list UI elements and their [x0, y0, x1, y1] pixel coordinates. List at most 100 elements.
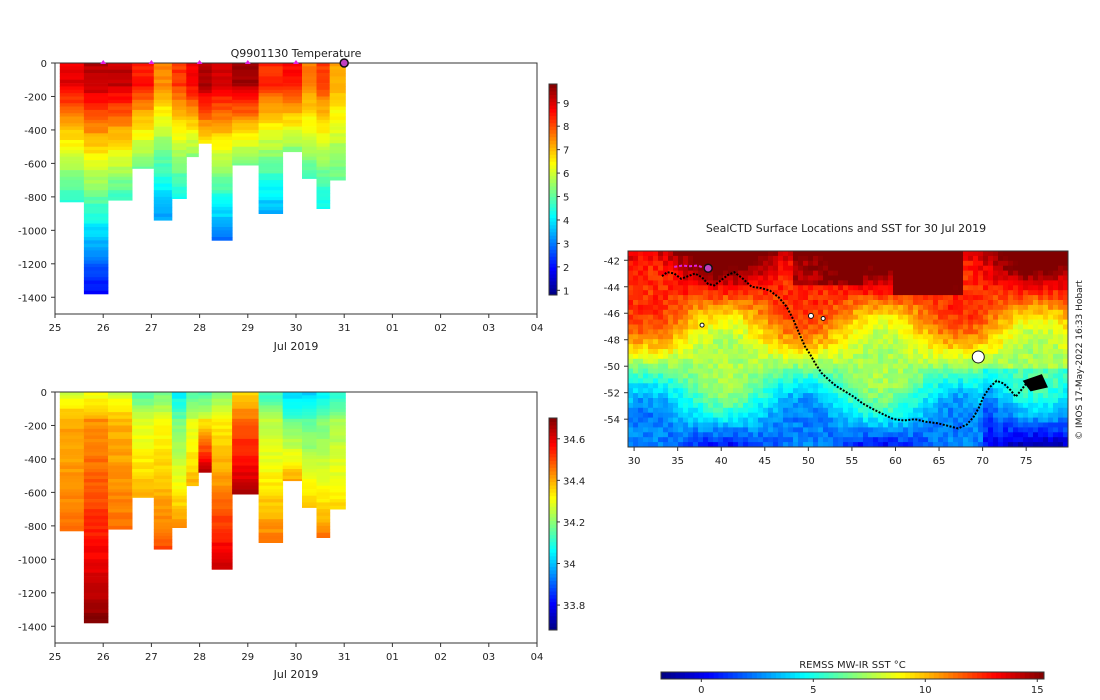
sst-cell: [878, 427, 884, 433]
sst-cell: [698, 265, 704, 271]
sst-cell: [1058, 324, 1064, 330]
profile-cell: [258, 180, 284, 184]
sst-cell: [708, 295, 714, 301]
sst-cell: [913, 412, 919, 418]
sst-cell: [728, 402, 734, 409]
profile-cell: [186, 475, 199, 480]
profile-cell: [83, 475, 109, 480]
profile-cell: [59, 93, 85, 97]
profile-cell: [186, 69, 199, 74]
sst-cell: [958, 407, 964, 414]
sst-cell: [918, 402, 924, 409]
sst-cell: [828, 373, 834, 379]
profile-cell: [59, 160, 85, 164]
sst-cell: [693, 314, 699, 320]
sst-cell: [818, 398, 824, 404]
sst-cell: [673, 319, 679, 325]
y-tick-label: -200: [24, 421, 47, 432]
sst-cell: [883, 349, 889, 355]
sst-cell: [873, 437, 879, 443]
profile-cell: [83, 438, 109, 443]
sst-cell: [978, 295, 984, 301]
profile-cell: [211, 99, 233, 104]
sst-cell: [803, 319, 809, 325]
profile-cell: [108, 96, 133, 101]
profile-cell: [59, 116, 85, 121]
profile-cell: [153, 96, 173, 101]
sst-cell: [738, 319, 744, 325]
sst-cell: [748, 398, 754, 404]
colorbar-segment: [549, 207, 557, 212]
sst-cell: [673, 412, 679, 418]
profile-cell: [59, 398, 85, 403]
sst-cell: [1008, 334, 1014, 340]
sst-cell: [848, 275, 854, 281]
profile-cell: [211, 163, 233, 168]
sst-cell: [918, 324, 924, 330]
sst-cell: [738, 265, 744, 271]
profile-cell: [329, 156, 346, 161]
sst-cell: [1013, 265, 1019, 271]
sst-cell: [768, 329, 774, 335]
sst-cell: [1053, 265, 1059, 271]
sst-cell: [878, 437, 884, 443]
profile-cell: [232, 452, 259, 456]
sst-cell: [963, 265, 969, 271]
sst-cell: [848, 300, 854, 306]
sst-cell: [783, 329, 789, 335]
colorbar-segment: [549, 594, 557, 599]
sst-cell: [828, 339, 834, 345]
sst-cell: [963, 358, 969, 365]
profile-cell: [83, 545, 109, 550]
sst-cell: [638, 251, 644, 257]
sst-cell: [803, 393, 809, 399]
sst-cell: [763, 255, 769, 262]
profile-cell: [108, 519, 133, 523]
profile-cell: [211, 203, 233, 208]
sst-cell: [988, 417, 994, 423]
sst-cell: [693, 304, 699, 311]
profile-cell: [211, 492, 233, 497]
profile-cell: [316, 472, 331, 476]
profile-cell: [132, 73, 155, 77]
sst-cell: [648, 349, 654, 355]
sst-cell: [858, 270, 864, 276]
profile-cell: [59, 408, 85, 413]
profile-cell: [171, 73, 187, 77]
sst-cell: [988, 427, 994, 433]
sst-cell: [643, 368, 649, 374]
profile-cell: [302, 170, 317, 174]
sst-cell: [1023, 270, 1029, 276]
sst-cell: [978, 329, 984, 335]
profile-cell: [316, 438, 331, 443]
profile-cell: [186, 73, 199, 77]
profile-cell: [232, 395, 259, 399]
sst-cell: [818, 349, 824, 355]
sst-cell: [738, 309, 744, 316]
sst-cell: [1028, 260, 1034, 267]
sst-cell: [1018, 432, 1024, 438]
profile-cell: [329, 153, 346, 158]
profile-cell: [108, 512, 133, 517]
sst-cell: [1053, 363, 1059, 369]
profile-cell: [153, 432, 173, 436]
sst-cell: [683, 339, 689, 345]
profile-cell: [316, 180, 331, 184]
sst-cell: [713, 329, 719, 335]
sst-cell: [693, 388, 699, 394]
profile-cell: [282, 479, 303, 482]
sst-cell: [1018, 437, 1024, 443]
sst-cell: [983, 378, 989, 384]
sst-cell: [898, 353, 904, 360]
sst-cell: [683, 412, 689, 418]
sst-cell: [903, 270, 909, 276]
sst-cell: [648, 270, 654, 276]
sst-cell: [653, 290, 659, 296]
sst-cell: [1028, 349, 1034, 355]
profile-cell: [132, 153, 155, 158]
sst-cell: [768, 378, 774, 384]
sst-cell: [1033, 280, 1039, 286]
sst-cell: [833, 314, 839, 320]
colorbar-segment: [549, 182, 557, 187]
sst-cell: [1023, 265, 1029, 271]
